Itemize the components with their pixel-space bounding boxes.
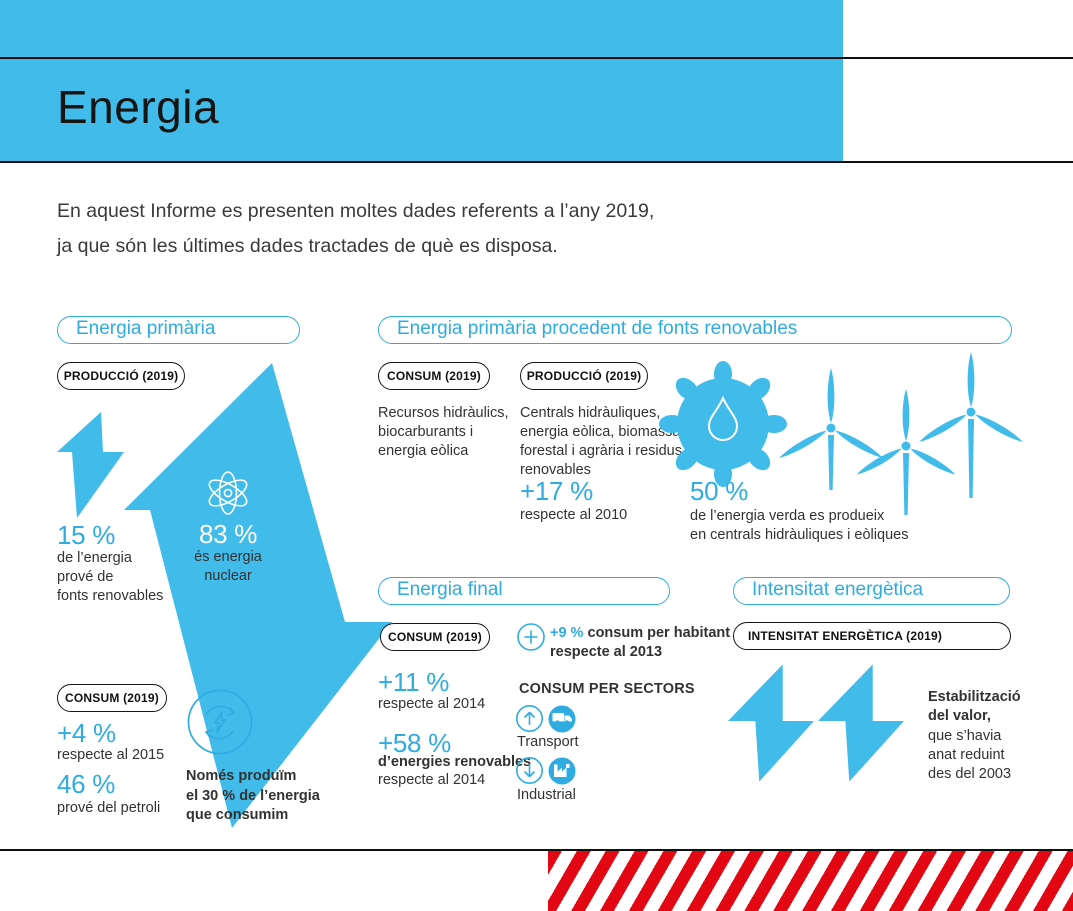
per-capita-percentage: +9 % <box>550 625 584 641</box>
badge-consum-2019-final: CONSUM (2019) <box>380 623 490 651</box>
section-pill-renovables: Energia primària procedent de fonts reno… <box>378 316 1012 344</box>
sectors-title: CONSUM PER SECTORS <box>519 681 695 697</box>
renewables-produccio-caption: Centrals hidràuliques, energia eòlica, b… <box>520 405 682 478</box>
renewable-percentage: 15 % <box>57 520 116 550</box>
section-title: Energia final <box>397 579 503 600</box>
sector-industrial-label: Industrial <box>517 787 576 803</box>
consum-note: respecte al 2015 <box>57 747 165 763</box>
final-renewables-note: respecte al 2014 <box>378 772 486 788</box>
section-pill-intensitat: Intensitat energètica <box>733 577 1010 605</box>
badge-consum-2019-renewables: CONSUM (2019) <box>378 362 490 390</box>
green-energy-percentage: 50 % <box>690 476 749 506</box>
intro-line-1: En aquest Informe es presenten moltes da… <box>57 200 655 222</box>
recycle-energy-icon <box>187 689 253 755</box>
final-growth-note: respecte al 2014 <box>378 696 486 712</box>
petroli-percentage: 46 % <box>57 769 116 799</box>
hydro-turbine-icon <box>659 361 787 487</box>
lightning-bolt-icon-2 <box>818 664 904 782</box>
atom-icon <box>208 471 248 515</box>
nuclear-percentage: 83 % <box>198 519 258 549</box>
nuclear-caption: és energia nuclear <box>194 549 262 584</box>
badge-intensitat-2019: INTENSITAT ENERGÈTICA (2019) <box>733 622 1011 650</box>
lightning-bolt-icon-large <box>124 363 392 828</box>
renewables-growth-note: respecte al 2010 <box>520 507 628 523</box>
factory-icon <box>548 757 576 785</box>
badge-produccio-2019: PRODUCCIÓ (2019) <box>57 362 185 390</box>
plus-circle-icon <box>517 623 545 651</box>
arrow-up-circle-icon <box>516 705 543 732</box>
divider-bottom <box>0 849 1073 851</box>
divider-top <box>0 57 1073 59</box>
section-title: Energia primària <box>76 318 216 339</box>
truck-icon <box>548 705 576 733</box>
produce-caption: Només produïm el 30 % de l’energia que c… <box>186 768 320 823</box>
intensity-caption: Estabilització del valor, que s’havia an… <box>928 689 1021 783</box>
renewables-growth-percentage: +17 % <box>520 476 593 506</box>
arrow-down-circle-icon <box>516 757 543 784</box>
final-growth-percentage: +11 % <box>378 667 450 697</box>
section-pill-energia-primaria: Energia primària <box>57 316 300 344</box>
lightning-bolt-icon-small <box>57 412 124 518</box>
petroli-note: prové del petroli <box>57 800 161 816</box>
renewable-caption: de l’energia prové de fonts renovables <box>57 550 164 604</box>
per-capita-caption: +9 % consum per habitant respecte al 201… <box>550 625 731 660</box>
header-blue-band <box>0 0 843 163</box>
wind-turbines-icon <box>779 352 1023 515</box>
sector-transport-label: Transport <box>517 734 579 750</box>
section-title: Intensitat energètica <box>752 579 924 600</box>
green-energy-caption: de l’energia verda es produeix en centra… <box>690 508 909 543</box>
intro-line-2: ja que són les últimes dades tractades d… <box>57 235 558 257</box>
final-renewables-label: d’energies renovables <box>378 754 532 770</box>
intro-text: En aquest Informe es presenten moltes da… <box>57 194 654 264</box>
renewables-consum-caption: Recursos hidràulics, biocarburants i ene… <box>378 405 509 459</box>
lightning-bolt-icon-1 <box>728 664 814 782</box>
section-title: Energia primària procedent de fonts reno… <box>397 318 798 339</box>
badge-consum-2019-primary: CONSUM (2019) <box>57 684 167 712</box>
divider-header <box>0 161 1073 163</box>
section-pill-energia-final: Energia final <box>378 577 670 605</box>
badge-produccio-2019-renewables: PRODUCCIÓ (2019) <box>520 362 648 390</box>
consum-percentage: +4 % <box>57 718 116 748</box>
page-title: Energia <box>57 81 220 133</box>
diagonal-stripes <box>548 851 1073 911</box>
final-renewables-percentage: +58 % <box>378 728 451 758</box>
